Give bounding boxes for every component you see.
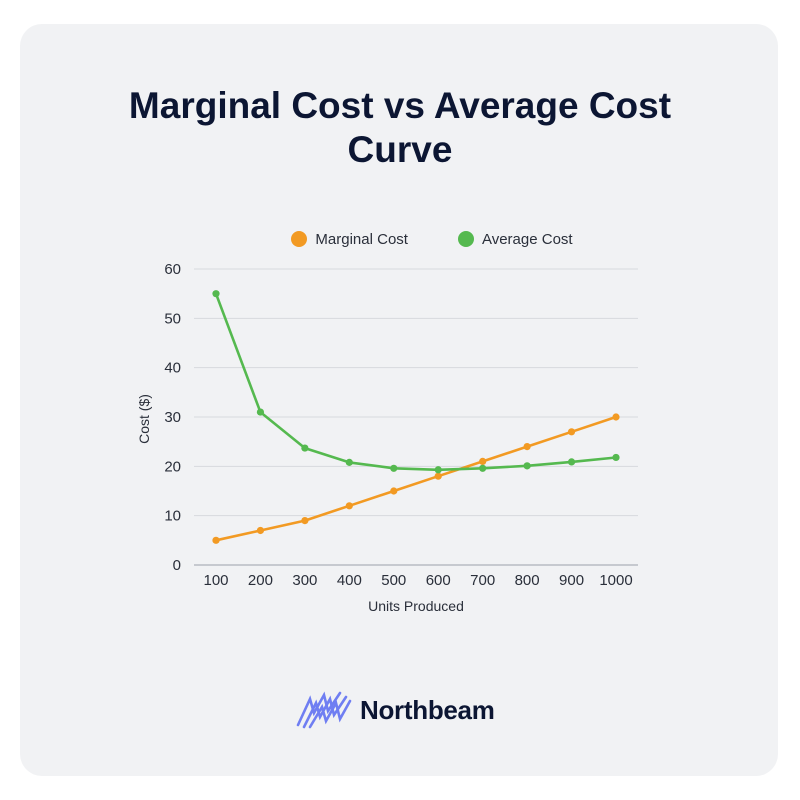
series-average-cost (212, 290, 620, 474)
x-tick-label: 800 (515, 572, 540, 589)
data-point-average-cost (345, 458, 353, 466)
data-point-marginal-cost (390, 487, 398, 495)
y-tick-label: 10 (164, 508, 181, 525)
legend-marker-average-cost (457, 231, 474, 247)
data-point-average-cost (479, 464, 487, 472)
brand-name: Northbeam (360, 694, 495, 725)
y-tick-label: 30 (164, 409, 181, 426)
legend-item-marginal-cost: Marginal Cost (291, 231, 408, 248)
x-tick-label: 400 (337, 572, 362, 589)
data-point-marginal-cost (212, 536, 220, 544)
x-tick-label: 600 (426, 572, 451, 589)
series-lines (212, 290, 620, 544)
y-tick-label: 50 (164, 310, 181, 327)
northbeam-logo-icon (296, 691, 352, 729)
series-line-average-cost (214, 293, 617, 472)
x-tick-label: 700 (470, 572, 495, 589)
legend-label-marginal-cost: Marginal Cost (315, 230, 408, 248)
data-point-average-cost (301, 444, 309, 452)
data-point-average-cost (523, 462, 531, 470)
data-point-marginal-cost (567, 428, 576, 436)
data-point-marginal-cost (345, 502, 353, 510)
legend-label-average-cost: Average Cost (481, 230, 573, 248)
chart-card (20, 24, 778, 776)
data-point-marginal-cost (301, 517, 309, 525)
data-point-marginal-cost (523, 443, 531, 451)
legend-marker-marginal-cost (291, 231, 308, 247)
x-axis-label: Units Produced (368, 598, 464, 614)
brand-logo: Northbeam (296, 690, 495, 730)
data-point-marginal-cost (612, 413, 620, 421)
x-tick-label: 900 (559, 572, 584, 589)
chart-title: Marginal Cost vs Average Cost Curve (0, 84, 800, 172)
gridlines (194, 268, 638, 566)
x-tick-label: 300 (292, 572, 317, 589)
data-point-marginal-cost (479, 457, 487, 465)
y-tick-label: 40 (164, 360, 181, 377)
x-tick-label: 200 (248, 572, 273, 589)
x-tick-label: 1000 (599, 572, 632, 589)
data-point-marginal-cost (434, 472, 442, 480)
data-point-average-cost (256, 408, 265, 416)
y-tick-label: 20 (164, 458, 181, 475)
axis-ticks: 0 10 20 30 40 50 60 100 200 300 400 500 600 700 800 900… (164, 261, 632, 589)
data-point-marginal-cost (256, 526, 265, 535)
data-point-average-cost (612, 453, 620, 462)
x-tick-label: 500 (381, 572, 406, 589)
series-line-marginal-cost (215, 415, 617, 542)
y-tick-label: 60 (164, 261, 181, 278)
data-point-average-cost (434, 466, 442, 474)
y-axis-label: Cost ($) (136, 394, 152, 444)
data-point-average-cost (212, 290, 220, 298)
series-marginal-cost (212, 413, 620, 544)
x-tick-label: 100 (203, 572, 228, 589)
chart-title-line-2: Curve (347, 129, 453, 170)
data-point-average-cost (567, 458, 576, 466)
legend-item-average-cost: Average Cost (457, 230, 573, 248)
chart-title-line-1: Marginal Cost vs Average Cost (128, 85, 672, 126)
chart-legend: Marginal Cost Average Cost (0, 226, 800, 252)
y-tick-label: 0 (173, 557, 181, 574)
data-point-average-cost (390, 464, 398, 472)
